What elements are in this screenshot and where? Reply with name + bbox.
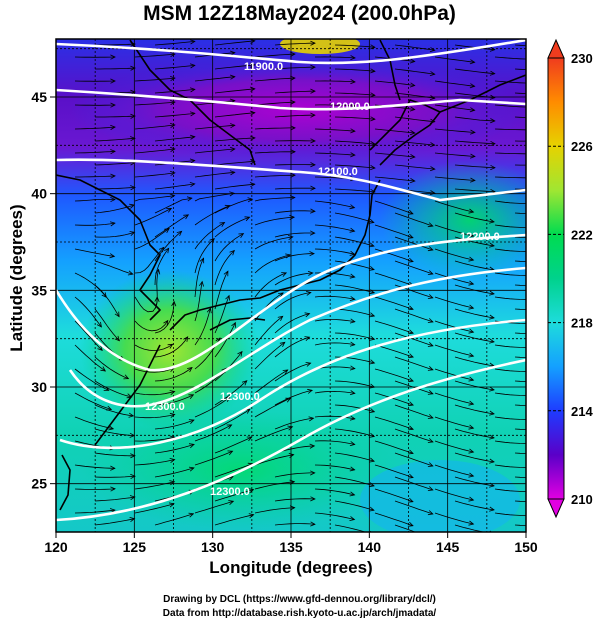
contour-label: 12300.0 bbox=[210, 486, 250, 498]
contour-label: 12300.0 bbox=[145, 401, 185, 413]
contour-label: 12200.0 bbox=[460, 231, 500, 243]
x-axis-label: Longitude (degrees) bbox=[209, 558, 373, 577]
colorbar-body bbox=[547, 57, 565, 500]
wind-streamlines bbox=[74, 39, 526, 532]
y-tick-label: 40 bbox=[31, 186, 47, 202]
colorbar-tick-label: 214 bbox=[571, 404, 593, 419]
colorbar-tick-label: 218 bbox=[571, 316, 593, 331]
contour-label: 12300.0 bbox=[220, 391, 260, 403]
height-contours: 11900.0 12000.0 12100.0 12200.0 12300.0 12300… bbox=[56, 39, 526, 522]
x-tick-label: 120 bbox=[44, 539, 68, 555]
x-tick-label: 130 bbox=[201, 539, 225, 555]
credit-line-data: Data from http://database.rish.kyoto-u.a… bbox=[162, 608, 437, 619]
colorbar-tick-label: 226 bbox=[571, 139, 593, 154]
y-tick-label: 35 bbox=[31, 282, 47, 298]
contour-label: 12100.0 bbox=[318, 166, 358, 178]
colorbar-tick-label: 222 bbox=[571, 227, 593, 242]
x-tick-label: 140 bbox=[358, 539, 382, 555]
y-tick-label: 45 bbox=[31, 89, 47, 105]
colorbar-bottom-arrow bbox=[547, 498, 565, 519]
lat-lon-grid bbox=[56, 39, 526, 532]
y-tick-label: 30 bbox=[31, 379, 47, 395]
axis-ticks: 120 125 130 135 140 145 150 25 30 35 40 45 bbox=[31, 89, 537, 555]
x-tick-label: 150 bbox=[514, 539, 538, 555]
credit-line-dcl: Drawing by DCL (https://www.gfd-dennou.o… bbox=[163, 594, 436, 605]
x-tick-label: 125 bbox=[123, 539, 147, 555]
colorbar: 230 226 222 218 214 210 bbox=[547, 38, 593, 519]
colorbar-top-arrow bbox=[547, 38, 565, 59]
contour-label: 12000.0 bbox=[330, 101, 370, 113]
map-title: MSM 12Z18May2024 (200.0hPa) bbox=[143, 2, 456, 25]
y-tick-label: 25 bbox=[31, 476, 47, 492]
colorbar-tick-label: 230 bbox=[571, 51, 593, 66]
contour-label: 11900.0 bbox=[244, 61, 283, 73]
x-tick-label: 135 bbox=[279, 539, 303, 555]
x-tick-label: 145 bbox=[436, 539, 460, 555]
y-axis-label: Latitude (degrees) bbox=[7, 204, 26, 352]
colorbar-tick-label: 210 bbox=[571, 492, 593, 507]
